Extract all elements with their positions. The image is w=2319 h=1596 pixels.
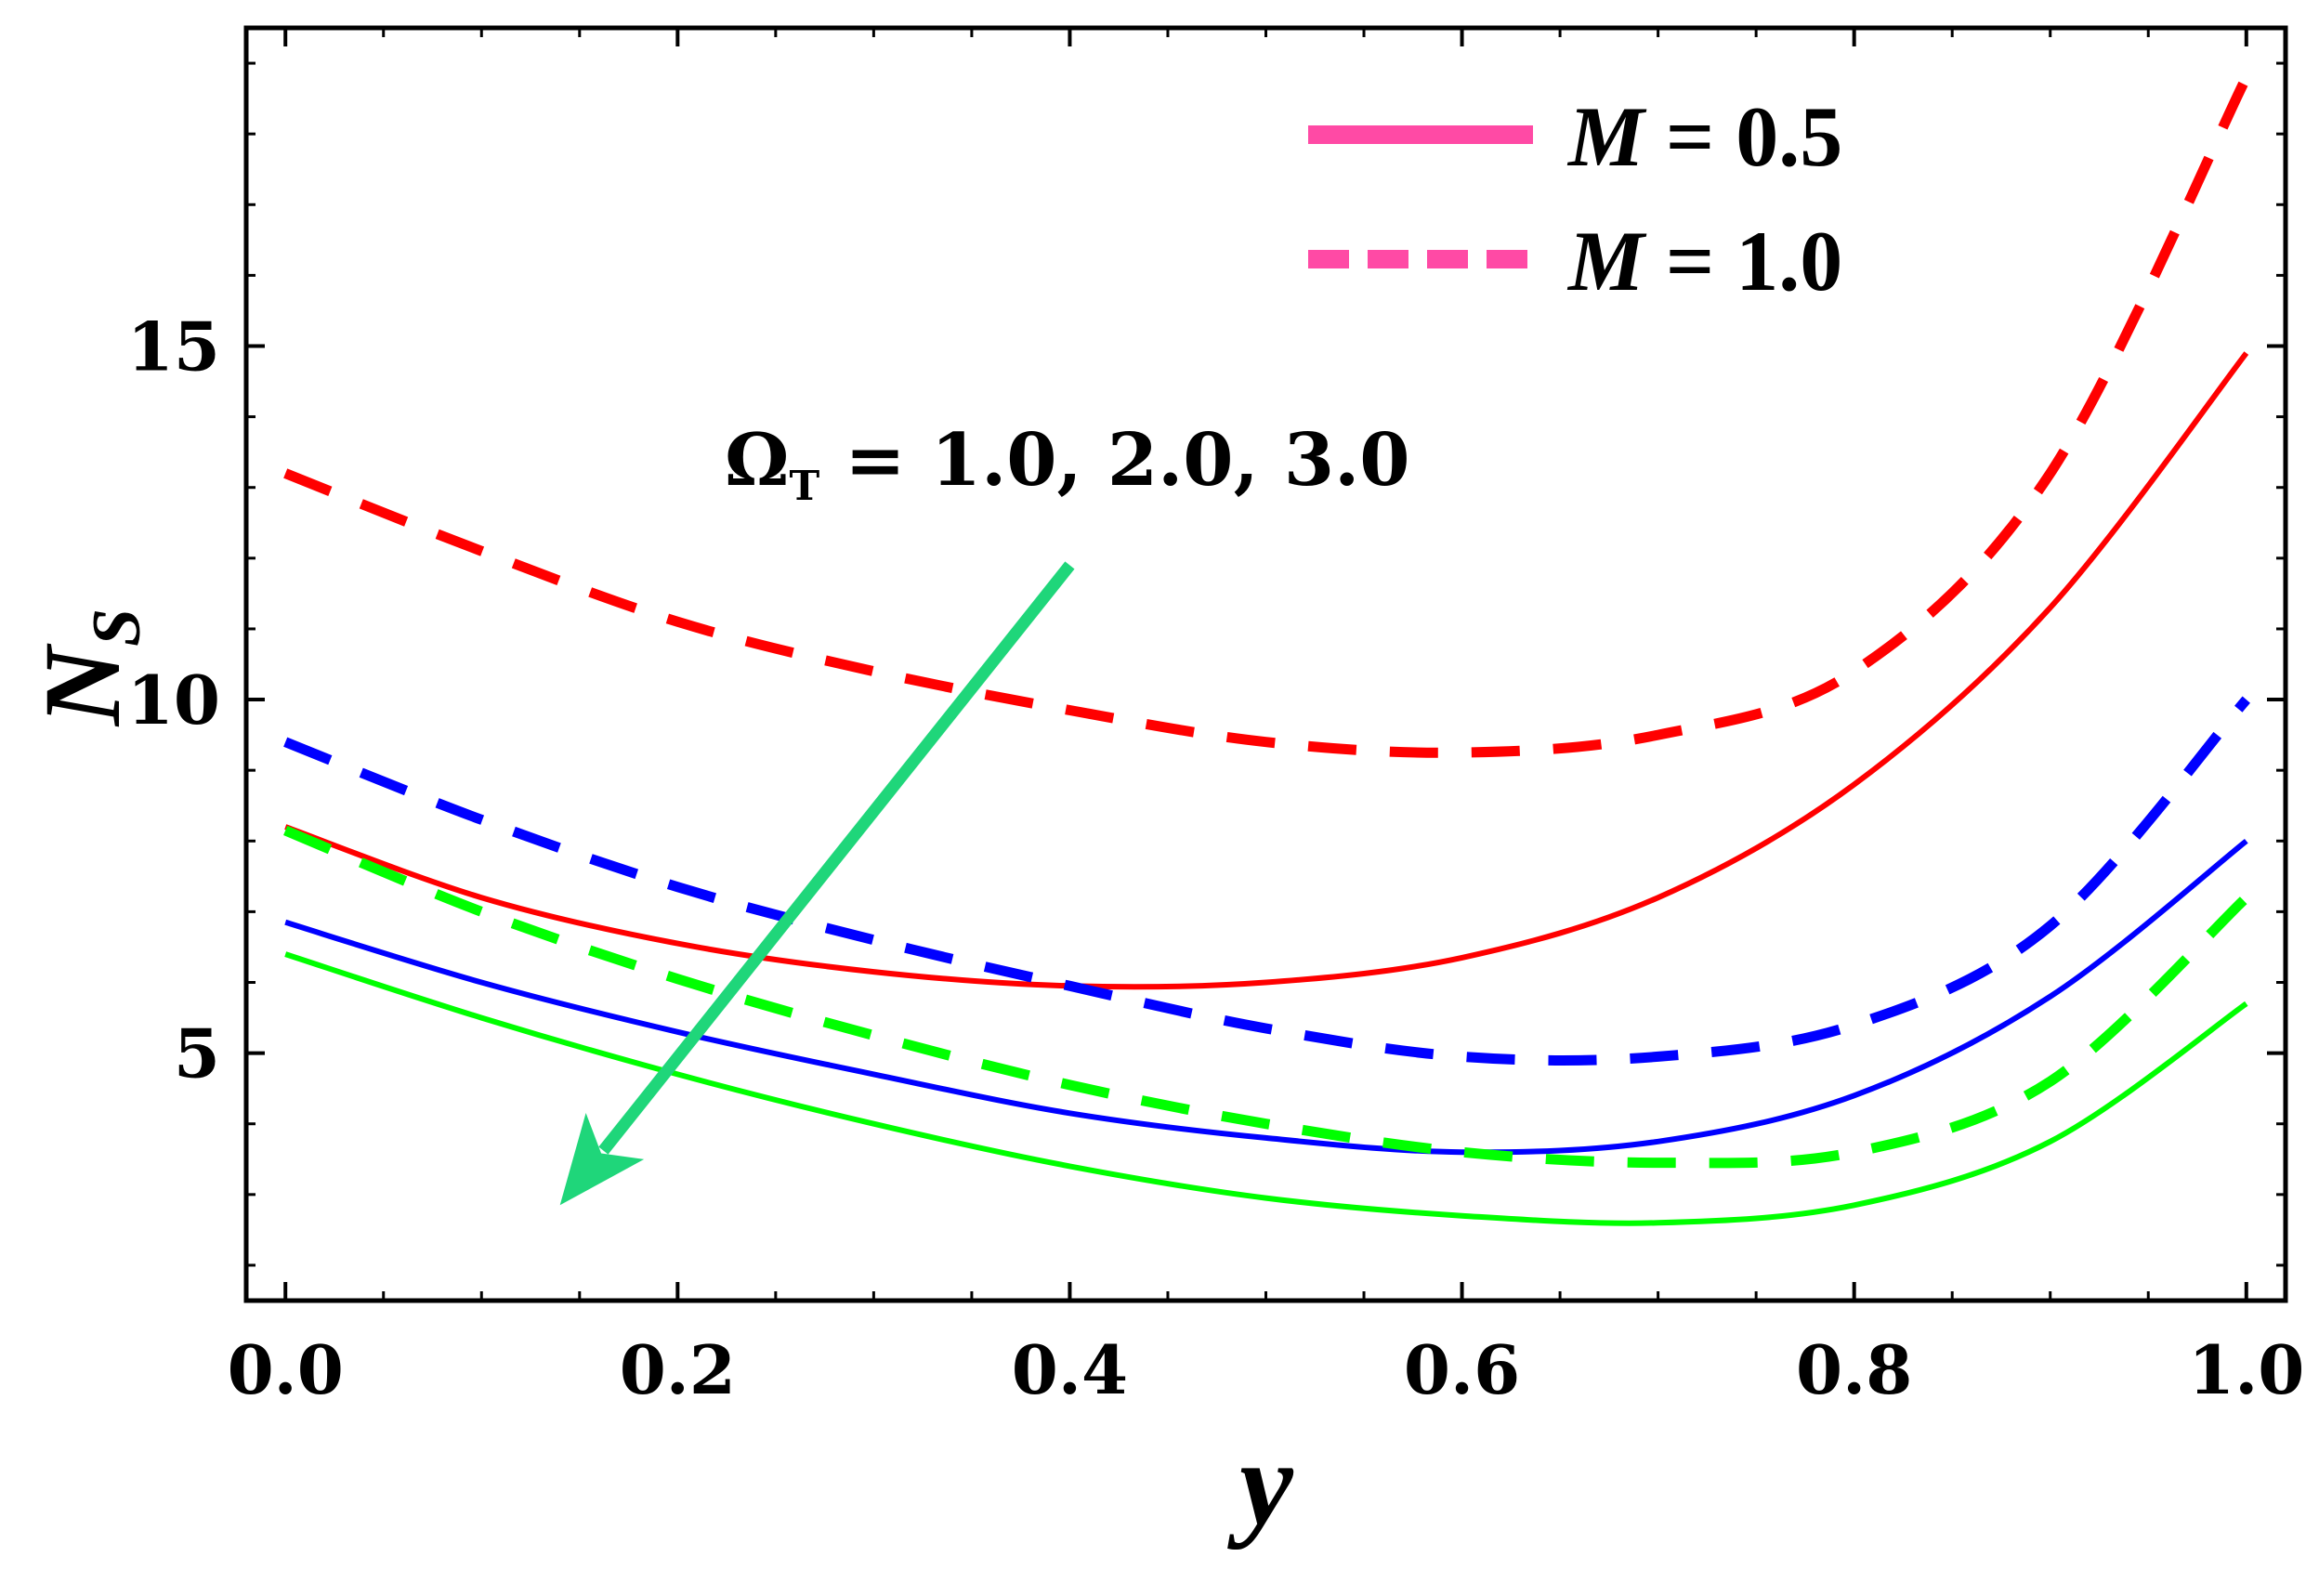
curves [283, 74, 2251, 1226]
legend-value-solid: = 0.5 [1644, 89, 1842, 184]
legend-label-solid: M = 0.5 [1566, 89, 1842, 184]
y-axis-title-main: N [21, 643, 143, 727]
y-axis-title: NS [21, 608, 155, 727]
x-tick-label: 0.0 [228, 1330, 344, 1409]
svg-text:NS: NS [21, 608, 155, 727]
tick-labels: 0.0 0.2 0.4 0.6 0.8 1.0 5 10 15 [127, 307, 2305, 1410]
x-tick-label: 1.0 [2188, 1330, 2304, 1409]
y-tick-label: 10 [127, 661, 220, 739]
x-tick-label: 0.6 [1404, 1330, 1520, 1409]
y-tick-label: 15 [127, 307, 220, 386]
annotation-subscript: T [789, 463, 819, 510]
legend-symbol-dashed: M [1566, 214, 1647, 308]
legend: M = 0.5 M = 1.0 [1308, 89, 1842, 308]
series-line-2 [284, 838, 2248, 1156]
x-tick-label: 0.4 [1012, 1330, 1128, 1409]
series-line-3 [284, 951, 2248, 1226]
x-tick-label: 0.8 [1796, 1330, 1912, 1409]
trend-arrow [559, 561, 1075, 1206]
series-line-1 [284, 351, 2249, 990]
parameter-annotation: ΩT = 1.0, 2.0, 3.0 [725, 418, 1410, 510]
y-tick-label: 5 [174, 1014, 220, 1093]
minor-ticks [246, 28, 2286, 1301]
legend-value-dashed: = 1.0 [1644, 214, 1842, 308]
arrow-head [559, 1113, 645, 1206]
series-line-5 [283, 696, 2250, 1066]
plot-frame [243, 25, 2288, 1303]
legend-label-dashed: M = 1.0 [1566, 214, 1842, 308]
x-axis-title: y [1226, 1417, 1294, 1550]
annotation-values: = 1.0, 2.0, 3.0 [819, 418, 1409, 503]
legend-symbol-solid: M [1566, 89, 1647, 184]
annotation-symbol: Ω [725, 418, 789, 503]
x-tick-label: 0.2 [620, 1330, 736, 1409]
y-axis-title-sub: S [79, 608, 155, 647]
annotation-label: ΩT = 1.0, 2.0, 3.0 [725, 418, 1410, 510]
arrow-shaft [598, 561, 1075, 1155]
series-line-6 [283, 825, 2250, 1169]
series-line-4 [283, 74, 2251, 758]
major-ticks [246, 28, 2286, 1301]
